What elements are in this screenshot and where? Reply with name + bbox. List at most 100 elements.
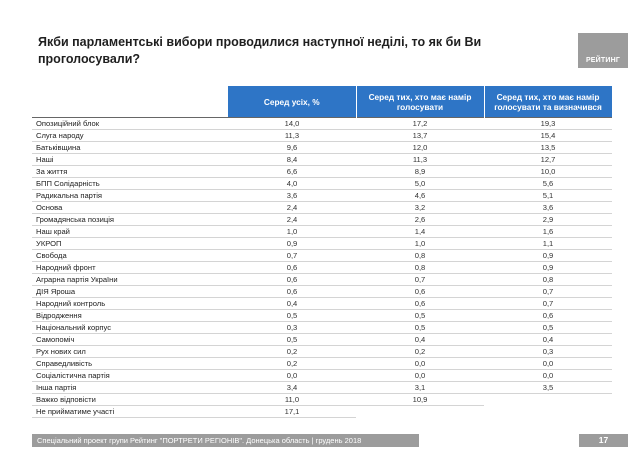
value-all: 0,2 [228, 345, 356, 358]
party-name: Народний фронт [32, 261, 228, 274]
table-row: Не прийматиме участі 17,1 [32, 405, 612, 418]
value-voters: 10,9 [356, 393, 484, 406]
value-all: 0,4 [228, 297, 356, 310]
value-all: 11,3 [228, 129, 356, 142]
value-decided: 0,8 [484, 273, 612, 286]
table-row: Справедливість 0,2 0,0 0,0 [32, 357, 612, 370]
table-row: Слуга народу 11,3 13,7 15,4 [32, 129, 612, 142]
value-decided: 19,3 [484, 117, 612, 130]
value-voters: 0,0 [356, 357, 484, 370]
header-blank-cell [32, 86, 228, 118]
table-row: Інша партія 3,4 3,1 3,5 [32, 381, 612, 394]
party-name: Справедливість [32, 357, 228, 370]
value-voters: 11,3 [356, 153, 484, 166]
party-name: Самопоміч [32, 333, 228, 346]
value-decided: 10,0 [484, 165, 612, 178]
results-table: Серед усіх, % Серед тих, хто має намір г… [32, 86, 613, 418]
value-decided: 2,9 [484, 213, 612, 226]
table-row: Радикальна партія 3,6 4,6 5,1 [32, 189, 612, 202]
value-all: 4,0 [228, 177, 356, 190]
party-name: За життя [32, 165, 228, 178]
value-all: 17,1 [228, 405, 356, 418]
party-name: ДІЯ Яроша [32, 285, 228, 298]
party-name: Рух нових сил [32, 345, 228, 358]
value-voters: 0,5 [356, 321, 484, 334]
value-decided: 13,5 [484, 141, 612, 154]
value-all: 1,0 [228, 225, 356, 238]
value-decided: 5,6 [484, 177, 612, 190]
value-voters: 4,6 [356, 189, 484, 202]
party-name: Національний корпус [32, 321, 228, 334]
value-decided: 0,7 [484, 297, 612, 310]
page-number: 17 [579, 434, 628, 447]
table-row: УКРОП 0,9 1,0 1,1 [32, 237, 612, 250]
table-row: Свобода 0,7 0,8 0,9 [32, 249, 612, 262]
party-name: Інша партія [32, 381, 228, 394]
value-all: 8,4 [228, 153, 356, 166]
table-row: Наші 8,4 11,3 12,7 [32, 153, 612, 166]
value-all: 0,2 [228, 357, 356, 370]
value-decided [484, 406, 612, 418]
column-header-all: Серед усіх, % [228, 86, 357, 118]
footer-bar: Спеціальний проект групи Рейтинг "ПОРТРЕ… [32, 434, 419, 447]
party-name: Соціалістична партія [32, 369, 228, 382]
value-all: 9,6 [228, 141, 356, 154]
table-row: Аграрна партія України 0,6 0,7 0,8 [32, 273, 612, 286]
value-voters: 0,6 [356, 297, 484, 310]
party-name: Наш край [32, 225, 228, 238]
value-all: 0,5 [228, 333, 356, 346]
value-all: 2,4 [228, 213, 356, 226]
value-decided: 3,5 [484, 381, 612, 394]
value-decided: 0,9 [484, 261, 612, 274]
table-row: Громадянська позиція 2,4 2,6 2,9 [32, 213, 612, 226]
page-title: Якби парламентські вибори проводилися на… [38, 35, 482, 66]
table-row: Соціалістична партія 0,0 0,0 0,0 [32, 369, 612, 382]
value-voters: 0,2 [356, 345, 484, 358]
party-name: Громадянська позиція [32, 213, 228, 226]
value-voters: 0,8 [356, 249, 484, 262]
party-name: Радикальна партія [32, 189, 228, 202]
table-row: За життя 6,6 8,9 10,0 [32, 165, 612, 178]
value-voters: 3,2 [356, 201, 484, 214]
value-voters: 1,4 [356, 225, 484, 238]
column-header-decided: Серед тих, хто має намір голосувати та в… [484, 86, 613, 118]
table-row: Народний контроль 0,4 0,6 0,7 [32, 297, 612, 310]
party-name: Свобода [32, 249, 228, 262]
party-name: Народний контроль [32, 297, 228, 310]
party-name: Не прийматиме участі [32, 405, 228, 418]
value-voters: 0,8 [356, 261, 484, 274]
table-row: Самопоміч 0,5 0,4 0,4 [32, 333, 612, 346]
party-name: Важко відповісти [32, 393, 228, 406]
value-voters: 1,0 [356, 237, 484, 250]
value-decided [484, 394, 612, 406]
value-decided: 1,6 [484, 225, 612, 238]
table-row: Відродження 0,5 0,5 0,6 [32, 309, 612, 322]
table-row: Рух нових сил 0,2 0,2 0,3 [32, 345, 612, 358]
table-row: Національний корпус 0,3 0,5 0,5 [32, 321, 612, 334]
value-all: 6,6 [228, 165, 356, 178]
value-decided: 0,5 [484, 321, 612, 334]
value-decided: 0,0 [484, 357, 612, 370]
value-decided: 5,1 [484, 189, 612, 202]
value-voters: 0,5 [356, 309, 484, 322]
table-row: Наш край 1,0 1,4 1,6 [32, 225, 612, 238]
table-row: Важко відповісти 11,0 10,9 [32, 393, 612, 406]
value-decided: 0,7 [484, 285, 612, 298]
table-row: Народний фронт 0,6 0,8 0,9 [32, 261, 612, 274]
table-row: Опозиційний блок 14,0 17,2 19,3 [32, 117, 612, 130]
value-voters: 5,0 [356, 177, 484, 190]
party-name: Основа [32, 201, 228, 214]
value-all: 0,9 [228, 237, 356, 250]
party-name: БПП Солідарність [32, 177, 228, 190]
value-voters: 8,9 [356, 165, 484, 178]
value-voters: 0,7 [356, 273, 484, 286]
value-decided: 15,4 [484, 129, 612, 142]
value-voters [356, 406, 484, 418]
table-row: Основа 2,4 3,2 3,6 [32, 201, 612, 214]
footer-text: Спеціальний проект групи Рейтинг "ПОРТРЕ… [37, 436, 362, 445]
value-voters: 2,6 [356, 213, 484, 226]
value-all: 3,4 [228, 381, 356, 394]
value-all: 0,6 [228, 273, 356, 286]
value-decided: 0,3 [484, 345, 612, 358]
rating-logo: РЕЙТИНГ [578, 33, 628, 68]
